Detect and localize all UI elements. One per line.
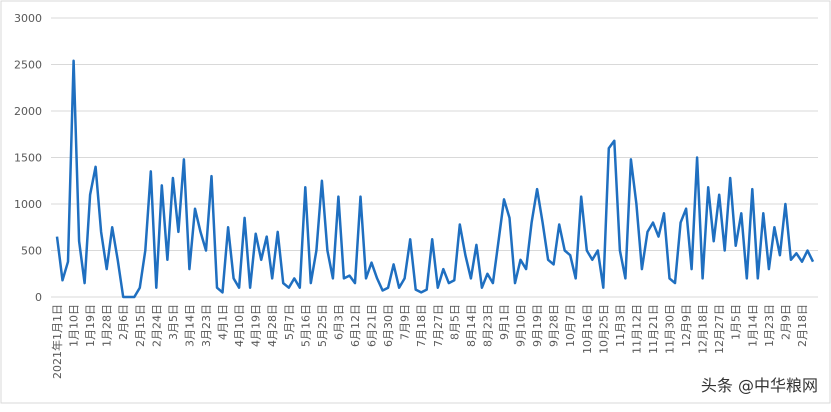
x-tick-label: 2月24日 [150, 304, 163, 347]
x-tick-label: 7月27日 [432, 304, 445, 347]
x-tick-label: 4月10日 [233, 304, 246, 347]
x-tick-label: 9月10日 [515, 304, 528, 347]
x-tick-label: 7月9日 [399, 304, 412, 340]
y-tick-label: 1500 [14, 152, 42, 165]
x-tick-label: 12月9日 [680, 304, 693, 347]
x-tick-label: 8月5日 [448, 304, 461, 340]
x-tick-label: 9月19日 [531, 304, 544, 347]
x-tick-label: 1月19日 [84, 304, 97, 347]
x-tick-label: 5月16日 [299, 304, 312, 347]
watermark: 头条 @中华粮网 [701, 376, 818, 395]
x-tick-label: 10月16日 [581, 304, 594, 354]
y-tick-label: 1000 [14, 198, 42, 211]
x-tick-label: 5月25日 [316, 304, 329, 347]
x-tick-label: 4月1日 [217, 304, 230, 340]
x-tick-label: 3月14日 [183, 304, 196, 347]
line-series [55, 59, 815, 299]
y-tick-label: 2000 [14, 105, 42, 118]
x-tick-label: 4月28日 [266, 304, 279, 347]
x-tick-label: 9月1日 [498, 304, 511, 340]
x-tick-label: 11月21日 [647, 304, 660, 354]
x-tick-label: 1月10日 [68, 304, 81, 347]
x-tick-label: 1月5日 [730, 304, 743, 340]
x-tick-label: 7月18日 [415, 304, 428, 347]
x-tick-label: 12月27日 [713, 304, 726, 354]
x-tick-label: 6月21日 [366, 304, 379, 347]
x-tick-label: 2021年1月1日 [50, 304, 64, 379]
x-tick-label: 1月23日 [763, 304, 776, 347]
x-tick-label: 12月18日 [697, 304, 710, 354]
x-tick-label: 1月28日 [101, 304, 114, 347]
x-tick-label: 5月7日 [283, 304, 296, 340]
x-tick-label: 1月14日 [746, 304, 759, 347]
x-tick-label: 11月3日 [614, 304, 627, 347]
y-tick-label: 3000 [14, 12, 42, 25]
x-tick-label: 8月23日 [481, 304, 494, 347]
x-tick-label: 3月5日 [167, 304, 180, 340]
x-tick-label: 6月12日 [349, 304, 362, 347]
x-tick-label: 2月9日 [779, 304, 792, 340]
x-tick-label: 11月30日 [664, 304, 677, 354]
x-tick-label: 6月3日 [332, 304, 345, 340]
y-tick-label: 2500 [14, 59, 42, 72]
x-tick-label: 9月28日 [548, 304, 561, 347]
x-tick-label: 6月30日 [382, 304, 395, 347]
y-tick-label: 0 [35, 291, 42, 304]
x-tick-label: 2月15日 [134, 304, 147, 347]
x-tick-label: 2月18日 [796, 304, 809, 347]
x-tick-label: 10月25日 [597, 304, 610, 354]
y-tick-label: 500 [21, 245, 42, 258]
x-tick-label: 3月23日 [200, 304, 213, 347]
x-tick-label: 10月7日 [564, 304, 577, 347]
x-tick-label: 8月14日 [465, 304, 478, 347]
x-tick-label: 2月6日 [117, 304, 130, 340]
x-tick-label: 4月19日 [250, 304, 263, 347]
x-tick-label: 11月12日 [630, 304, 643, 354]
